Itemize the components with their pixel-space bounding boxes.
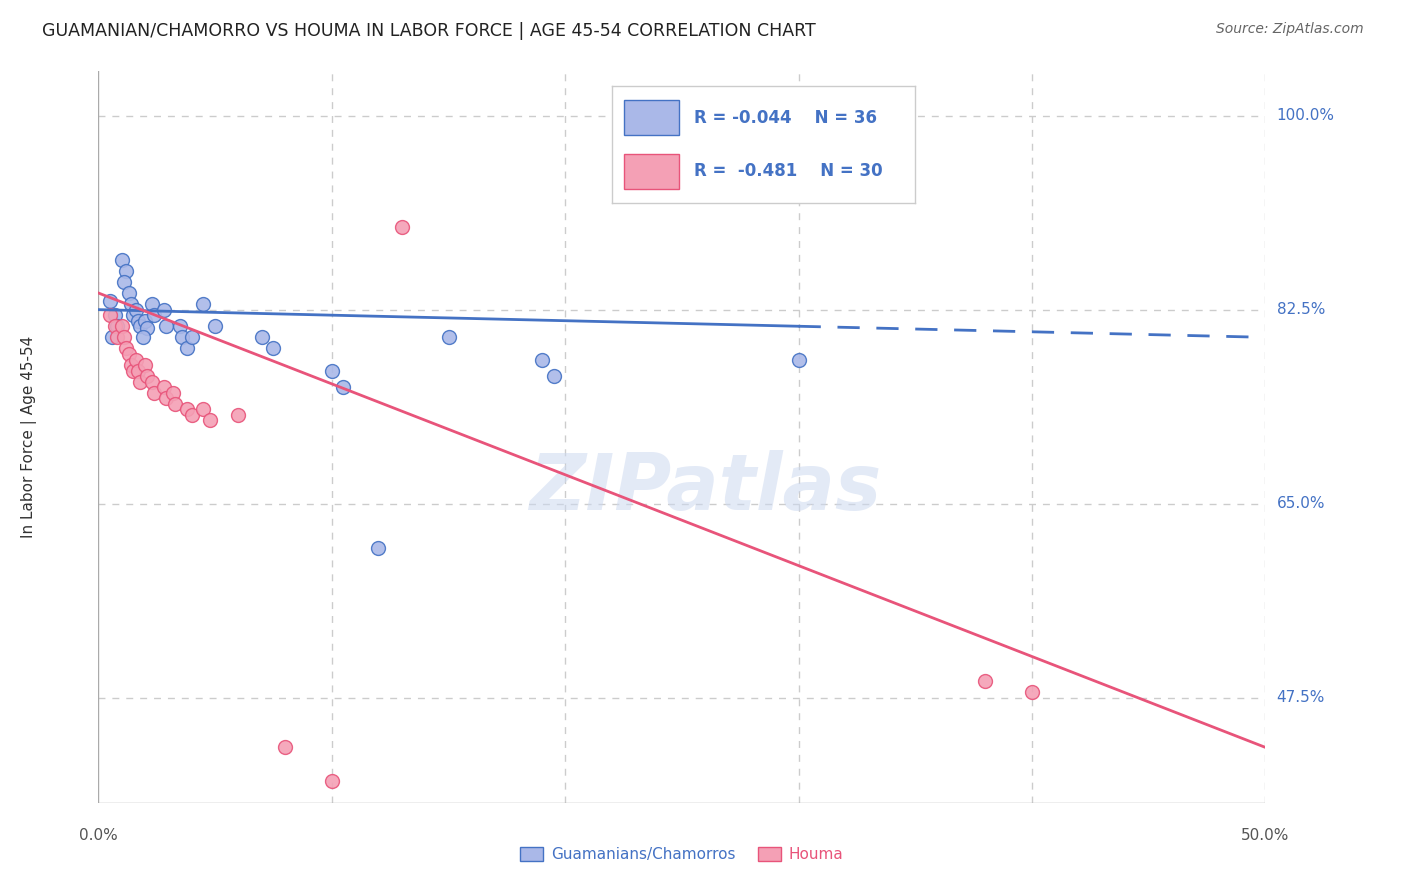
- Point: [98, 308, 121, 322]
- Point: [105, 319, 128, 334]
- Point: [98, 293, 121, 308]
- Point: [136, 321, 159, 335]
- Point: [250, 330, 273, 344]
- Text: In Labor Force | Age 45-54: In Labor Force | Age 45-54: [21, 336, 37, 538]
- Point: [127, 363, 149, 377]
- Point: [332, 380, 354, 394]
- Point: [112, 330, 135, 344]
- Point: [118, 285, 141, 300]
- Point: [367, 541, 389, 555]
- Point: [180, 330, 202, 344]
- Point: [193, 402, 215, 417]
- Point: [262, 342, 284, 356]
- Point: [321, 363, 343, 377]
- Point: [204, 319, 226, 334]
- Point: [122, 363, 145, 377]
- Point: [180, 408, 202, 422]
- Point: [974, 673, 997, 688]
- Point: [134, 314, 156, 328]
- Text: 50.0%: 50.0%: [1241, 828, 1289, 843]
- Point: [136, 369, 159, 384]
- Point: [274, 740, 297, 755]
- Text: 65.0%: 65.0%: [1277, 496, 1324, 511]
- Point: [129, 375, 152, 389]
- Point: [132, 330, 155, 344]
- Text: 0.0%: 0.0%: [79, 828, 118, 843]
- Point: [129, 319, 152, 334]
- Text: GUAMANIAN/CHAMORRO VS HOUMA IN LABOR FORCE | AGE 45-54 CORRELATION CHART: GUAMANIAN/CHAMORRO VS HOUMA IN LABOR FOR…: [42, 22, 815, 40]
- Text: 82.5%: 82.5%: [1277, 302, 1324, 318]
- Point: [125, 302, 148, 317]
- Point: [200, 413, 222, 427]
- Point: [176, 402, 198, 417]
- Point: [115, 264, 138, 278]
- Point: [111, 319, 134, 334]
- Point: [104, 319, 127, 334]
- Point: [143, 385, 166, 400]
- Point: [155, 392, 177, 406]
- Point: [143, 308, 166, 322]
- Text: Source: ZipAtlas.com: Source: ZipAtlas.com: [1216, 22, 1364, 37]
- Point: [111, 252, 134, 267]
- Text: 47.5%: 47.5%: [1277, 690, 1324, 705]
- Point: [120, 297, 142, 311]
- Point: [134, 358, 156, 372]
- Point: [193, 297, 215, 311]
- Point: [1021, 685, 1043, 699]
- Point: [155, 319, 177, 334]
- Point: [104, 308, 127, 322]
- Point: [165, 397, 187, 411]
- Point: [152, 380, 174, 394]
- Point: [112, 275, 135, 289]
- Point: [141, 297, 163, 311]
- Point: [787, 352, 810, 367]
- Point: [105, 330, 128, 344]
- Point: [162, 385, 184, 400]
- Point: [169, 319, 191, 334]
- Point: [152, 302, 174, 317]
- Point: [228, 408, 250, 422]
- Point: [437, 330, 460, 344]
- Point: [530, 352, 553, 367]
- Point: [671, 153, 693, 167]
- Text: ZIPatlas: ZIPatlas: [529, 450, 882, 526]
- Point: [120, 358, 142, 372]
- Point: [125, 352, 148, 367]
- Point: [176, 342, 198, 356]
- Point: [141, 375, 163, 389]
- Point: [321, 773, 343, 788]
- Point: [115, 342, 138, 356]
- Point: [122, 308, 145, 322]
- Point: [118, 347, 141, 361]
- Legend: Guamanians/Chamorros, Houma: Guamanians/Chamorros, Houma: [515, 841, 849, 868]
- Point: [101, 330, 124, 344]
- Point: [127, 314, 149, 328]
- Text: 100.0%: 100.0%: [1277, 108, 1334, 123]
- Point: [172, 330, 194, 344]
- Point: [543, 369, 565, 384]
- Point: [391, 219, 413, 234]
